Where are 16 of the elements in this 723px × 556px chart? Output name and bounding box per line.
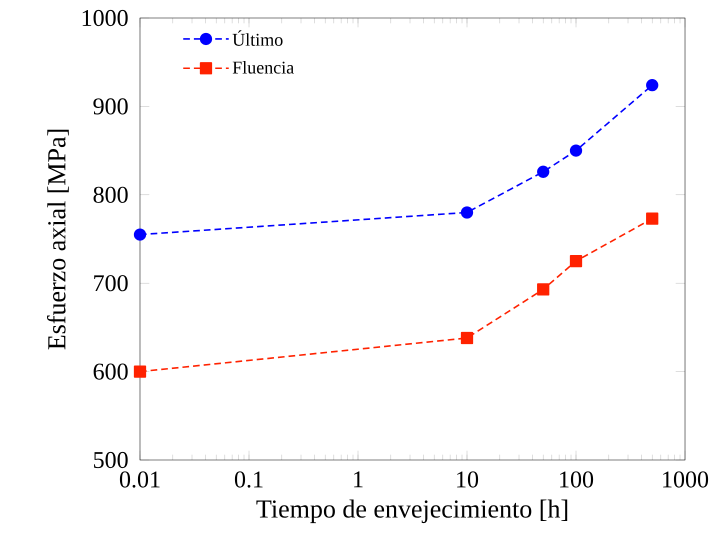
x-axis-title: Tiempo de envejecimiento [h] xyxy=(256,500,568,524)
legend-label: Último xyxy=(232,30,283,46)
x-tick-label: 100 xyxy=(560,471,594,488)
legend-label: Fluencia xyxy=(232,61,294,74)
x-tick-label: 10 xyxy=(457,471,478,488)
x-tick-label: 1 xyxy=(354,471,363,488)
x-tick-label: 0.1 xyxy=(234,471,263,488)
y-tick-label: 600 xyxy=(94,364,128,380)
x-tick-label: 0.01 xyxy=(120,471,160,488)
y-tick-label: 500 xyxy=(94,452,128,468)
y-tick-label: 700 xyxy=(94,275,128,292)
y-tick-label: 900 xyxy=(93,98,128,114)
y-tick-label: 800 xyxy=(94,186,128,203)
x-tick-label: 1000 xyxy=(663,471,708,488)
y-axis-title: Esfuerzo axial [MPa] xyxy=(47,130,69,350)
y-tick-label: 1000 xyxy=(82,10,128,26)
